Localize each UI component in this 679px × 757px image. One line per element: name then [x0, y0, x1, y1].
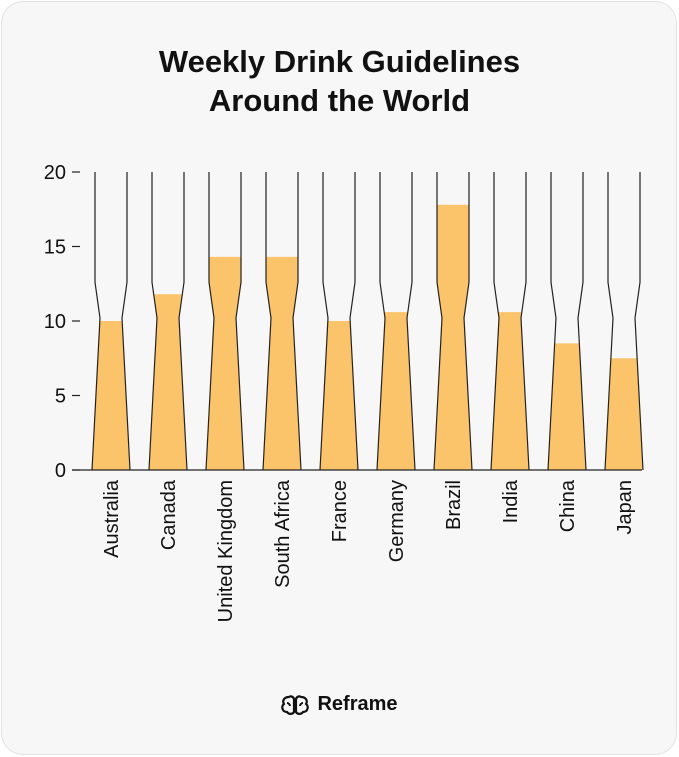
- glass-outline: [634, 172, 644, 471]
- footer: Reframe: [0, 693, 679, 721]
- glass-outline: [148, 172, 158, 471]
- glass-outline: [463, 172, 473, 471]
- bar-fill-germany: [377, 312, 415, 470]
- glass-outline: [349, 172, 359, 471]
- bar-fill-south-africa: [263, 256, 301, 470]
- x-tick-label: China: [557, 479, 579, 532]
- bar-fill-china: [548, 343, 586, 470]
- bar-fill-brazil: [434, 204, 472, 471]
- x-tick-label: Germany: [386, 480, 408, 562]
- x-axis-labels: Australia Canada United Kingdom South Afric…: [101, 479, 636, 622]
- bar-fill-india: [491, 312, 529, 470]
- brand-name: Reframe: [317, 693, 398, 715]
- x-tick-label: India: [500, 479, 522, 523]
- y-tick-label: 0: [55, 460, 66, 482]
- glass-outline: [376, 172, 386, 471]
- glass-outline: [406, 172, 416, 471]
- y-tick-label: 10: [44, 311, 66, 333]
- glass-outline: [205, 172, 215, 471]
- bar-fill-canada: [149, 294, 187, 470]
- glass-outline: [262, 172, 272, 471]
- brand-logo: Reframe: [281, 693, 398, 716]
- glass-outline: [433, 172, 443, 471]
- x-tick-label: United Kingdom: [215, 480, 237, 622]
- x-tick-label: Australia: [101, 479, 123, 558]
- bar-fill-australia: [92, 321, 130, 470]
- glass-outline: [490, 172, 500, 471]
- y-tick-label: 15: [44, 237, 66, 259]
- glass-outline: [121, 172, 131, 471]
- x-tick-label: Canada: [158, 479, 180, 550]
- glass-outline: [520, 172, 530, 471]
- y-axis: 0 5 10 15 20: [44, 162, 642, 482]
- chart-title: Weekly Drink Guidelines Around the World: [0, 42, 679, 120]
- x-tick-label: Brazil: [443, 480, 465, 530]
- y-tick-label: 5: [55, 386, 66, 408]
- glass-outline: [319, 172, 329, 471]
- bar-fill-united-kingdom: [206, 256, 244, 470]
- glass-outline: [604, 172, 614, 471]
- glass-outline: [547, 172, 557, 471]
- y-tick-label: 20: [44, 162, 66, 184]
- glass-outline: [577, 172, 587, 471]
- glass-outline: [91, 172, 101, 471]
- glass-outline: [235, 172, 245, 471]
- glass-bars: [91, 172, 644, 471]
- bar-fill-france: [320, 321, 358, 470]
- x-tick-label: France: [329, 480, 351, 542]
- glass-outline: [178, 172, 188, 471]
- chart-title-line2: Around the World: [208, 83, 471, 118]
- glass-outline: [292, 172, 302, 471]
- chart-title-line1: Weekly Drink Guidelines: [158, 44, 521, 79]
- brain-icon: [281, 694, 310, 715]
- x-tick-label: South Africa: [272, 479, 294, 588]
- x-tick-label: Japan: [614, 480, 636, 535]
- bar-fill-japan: [605, 358, 643, 470]
